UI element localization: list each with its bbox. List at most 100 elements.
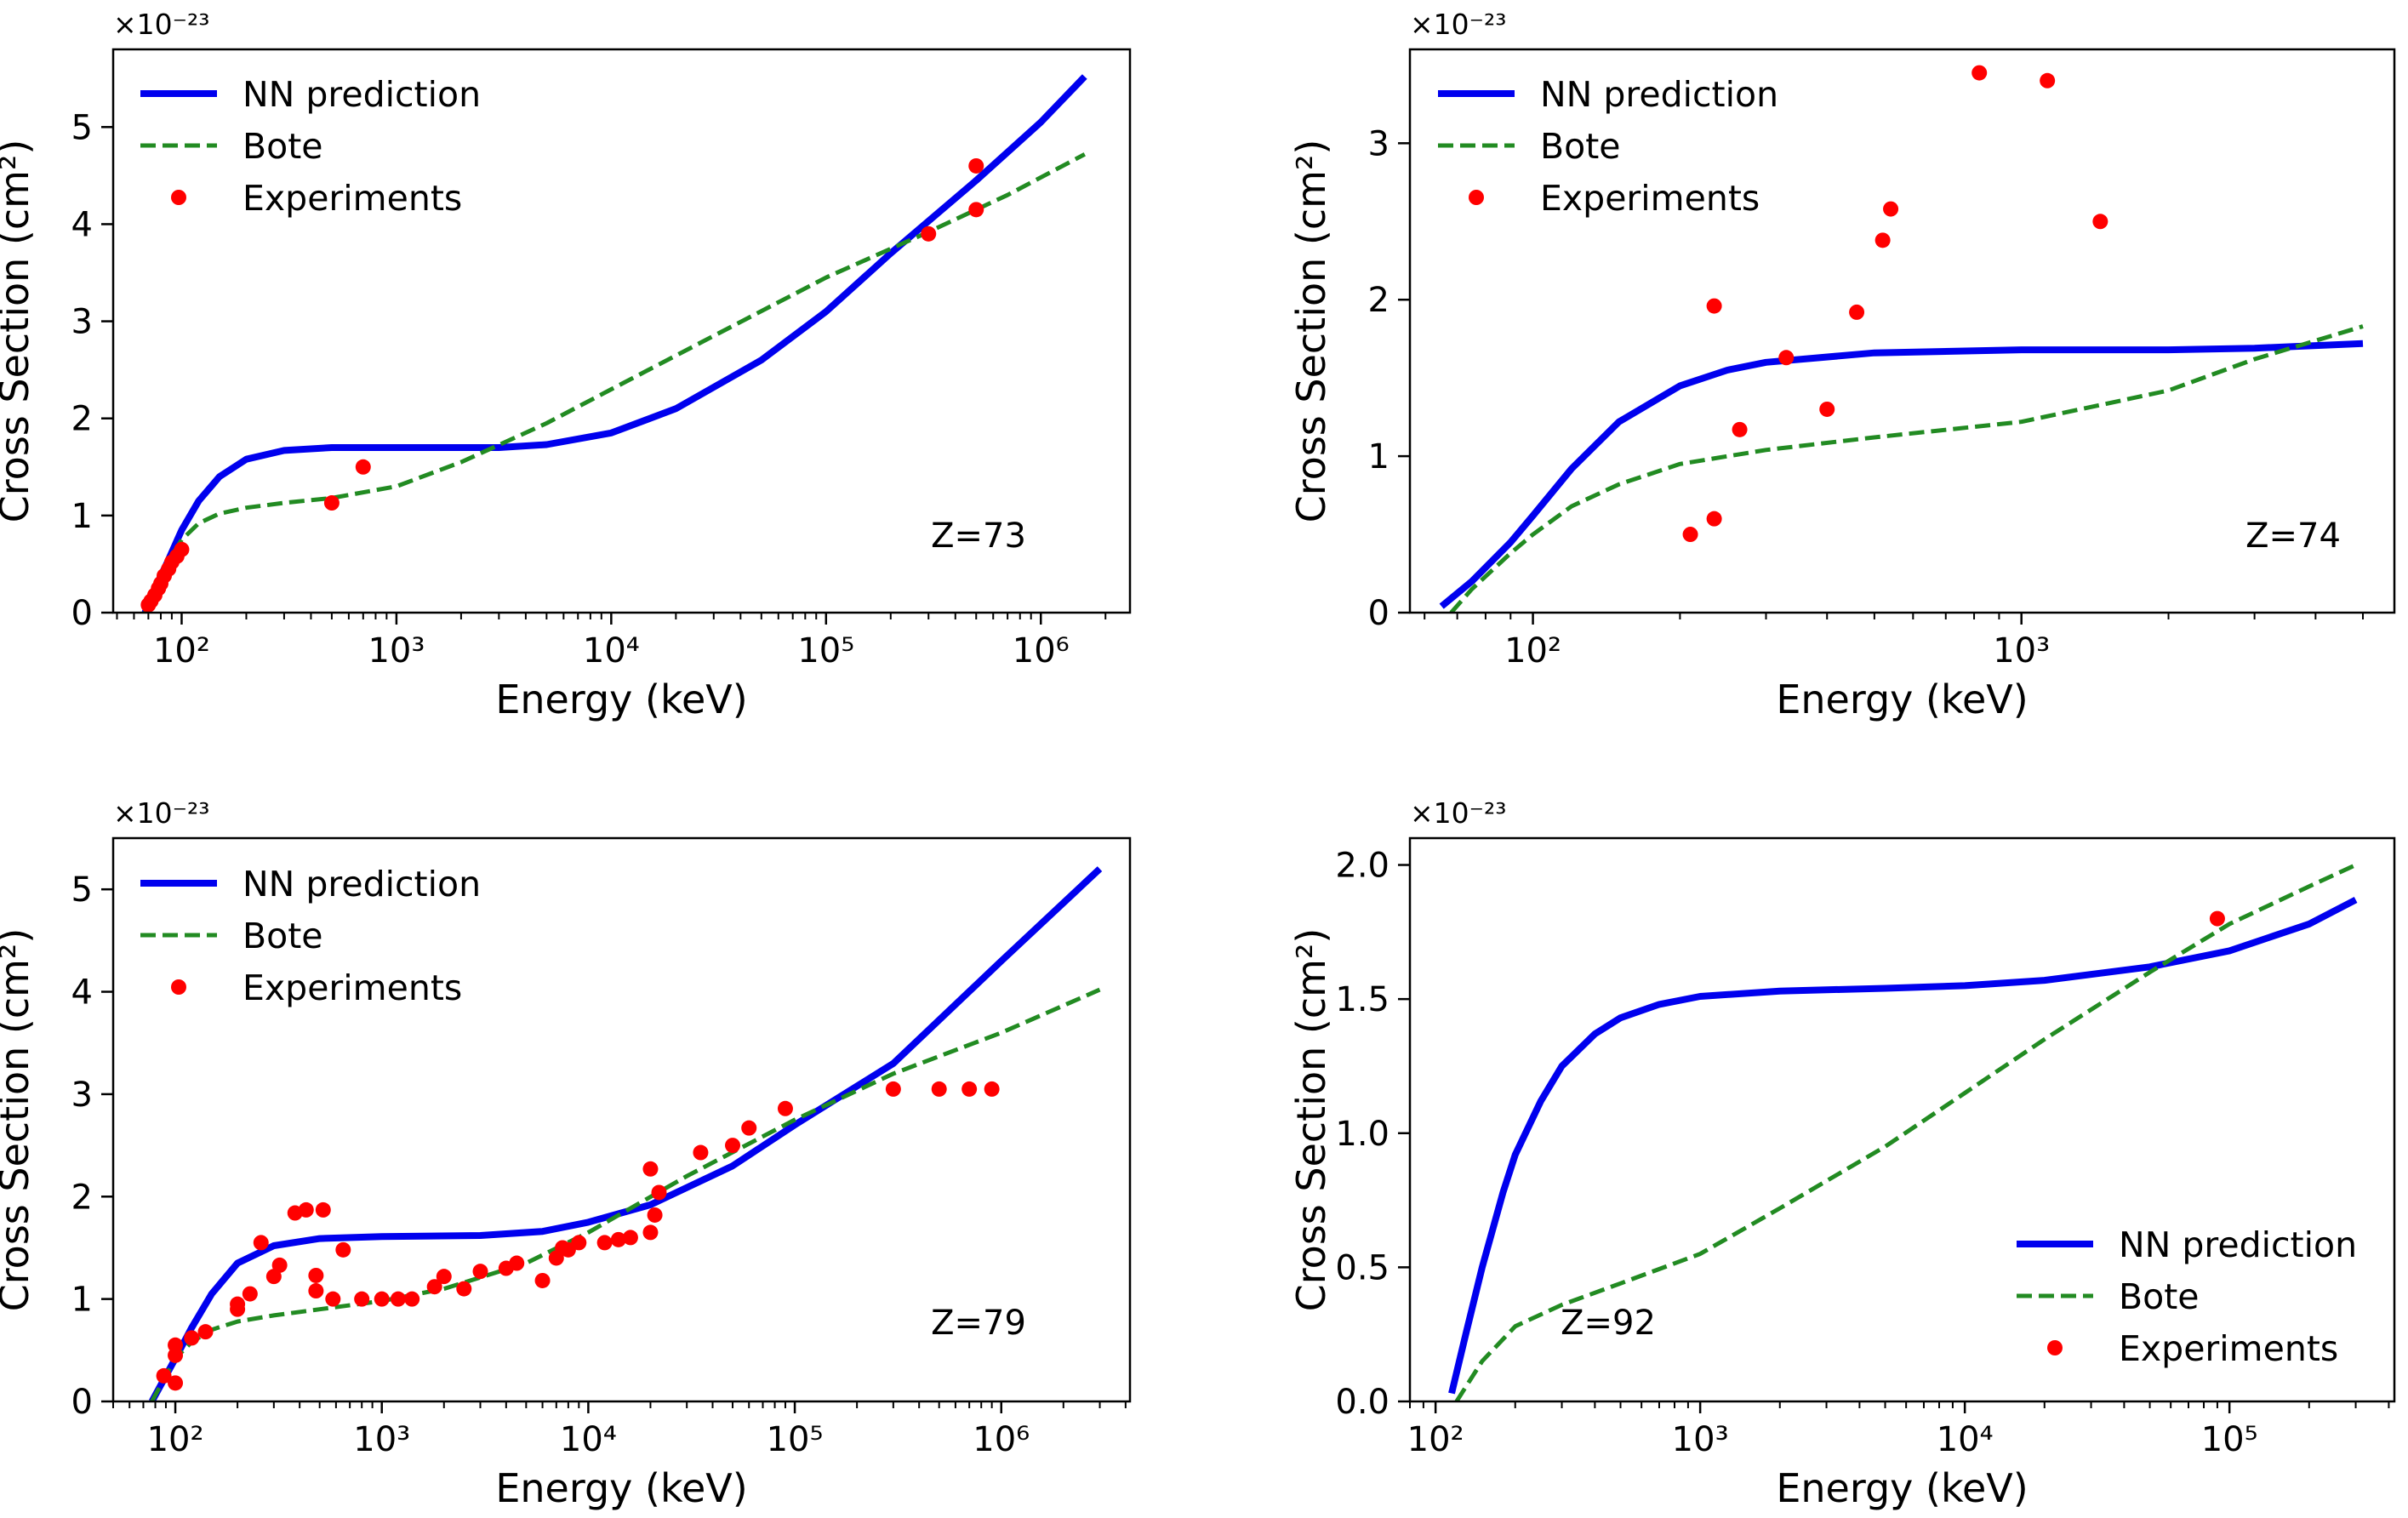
x-tick-label: 10⁴ xyxy=(583,631,640,671)
experiment-point xyxy=(265,1269,282,1285)
experiment-point xyxy=(374,1291,390,1307)
experiment-point xyxy=(968,157,984,174)
axes-frame xyxy=(1408,836,2396,1403)
experiment-point xyxy=(230,1296,246,1312)
experiment-point xyxy=(354,1291,370,1307)
legend-label: NN prediction xyxy=(243,74,481,115)
experiment-point xyxy=(2092,214,2108,230)
experiment-point xyxy=(253,1235,269,1251)
y-tick-label: 1.0 xyxy=(1335,1115,1389,1154)
experiment-point xyxy=(1682,527,1698,543)
x-axis-label: Energy (keV) xyxy=(1776,1465,2028,1511)
legend: NN prediction Bote Experiments xyxy=(140,74,481,219)
y-tick-label: 2 xyxy=(1368,281,1389,320)
experiment-point xyxy=(509,1255,525,1271)
experiment-point xyxy=(197,1324,214,1340)
chart-z73: 10² 10³ 10⁴ 10⁵ 10⁶ 0 1 2 3 4 5 ×10⁻²³ Energy (keV) C… xyxy=(0,8,1132,722)
axes-frame xyxy=(1408,48,2396,614)
experiment-point xyxy=(426,1279,442,1295)
y-tick-label: 1 xyxy=(1368,437,1389,477)
experiment-point xyxy=(335,1241,351,1258)
experiment-point xyxy=(534,1272,551,1288)
experiment-point xyxy=(404,1291,420,1307)
experiment-point xyxy=(1732,421,1748,437)
legend-key-experiments xyxy=(171,979,186,995)
x-tick-label: 10³ xyxy=(368,631,425,671)
legend-label: NN prediction xyxy=(2119,1224,2357,1265)
axes-frame xyxy=(111,836,1132,1403)
experiment-point xyxy=(1849,304,1865,320)
experiment-point xyxy=(651,1184,667,1201)
y-tick-label: 4 xyxy=(71,205,93,244)
experiment-point xyxy=(174,541,190,557)
experiment-point xyxy=(323,495,340,511)
y-tick-label: 2 xyxy=(71,400,93,439)
nn-prediction-line xyxy=(141,74,1087,613)
experiment-point xyxy=(693,1144,709,1161)
experiment-point xyxy=(642,1161,659,1177)
x-axis-label: Energy (keV) xyxy=(1776,676,2028,722)
legend-label: Bote xyxy=(1540,126,1621,167)
experiment-point xyxy=(2209,910,2225,927)
legend: NN prediction Bote Experiments xyxy=(2017,1224,2357,1369)
legend-label: Experiments xyxy=(243,967,462,1008)
experiment-point xyxy=(168,1337,184,1353)
experiment-point xyxy=(325,1291,341,1307)
y-tick-label: 2.0 xyxy=(1335,847,1389,886)
experiment-point xyxy=(184,1330,200,1346)
x-tick-label: 10³ xyxy=(353,1420,410,1459)
x-tick-label: 10⁵ xyxy=(767,1420,824,1459)
legend-label: Experiments xyxy=(243,178,462,219)
experiment-point xyxy=(308,1267,324,1283)
y-axis-label: Cross Section (cm²) xyxy=(1288,928,1334,1312)
plot-area xyxy=(140,74,1087,613)
chart-z74: 10² 10³ 0 1 2 3 ×10⁻²³ Energy (keV) Cross Sectio… xyxy=(1288,8,2396,722)
experiment-point xyxy=(622,1230,638,1246)
bote-line xyxy=(1454,863,2357,1401)
experiment-point xyxy=(472,1264,488,1280)
experiment-point xyxy=(2040,72,2056,88)
experiment-point xyxy=(968,202,984,218)
legend-label: Bote xyxy=(243,126,323,167)
experiment-point xyxy=(1706,511,1722,527)
element-annotation: Z=73 xyxy=(931,516,1026,556)
y-offset-text: ×10⁻²³ xyxy=(113,8,210,41)
y-tick-label: 5 xyxy=(71,870,93,910)
y-tick-label: 0 xyxy=(71,1383,93,1422)
experiment-point xyxy=(242,1286,258,1302)
legend-label: Bote xyxy=(2119,1276,2200,1317)
x-axis-label: Energy (keV) xyxy=(495,676,747,722)
nn-prediction-line xyxy=(1448,896,2358,1395)
y-axis-label: Cross Section (cm²) xyxy=(0,928,37,1312)
experiment-point xyxy=(647,1207,663,1223)
experiment-point xyxy=(741,1120,757,1136)
experiment-point xyxy=(1706,298,1722,314)
element-annotation: Z=92 xyxy=(1561,1304,1656,1343)
y-tick-label: 2 xyxy=(71,1178,93,1217)
experiment-point xyxy=(596,1235,613,1251)
x-axis-label: Energy (keV) xyxy=(495,1465,747,1511)
experiment-point xyxy=(355,459,371,475)
y-tick-label: 0.5 xyxy=(1335,1248,1389,1287)
y-tick-label: 3 xyxy=(1368,124,1389,163)
y-tick-label: 1.5 xyxy=(1335,980,1389,1019)
legend-label: NN prediction xyxy=(1540,74,1778,115)
plot-area xyxy=(1448,863,2358,1401)
y-axis-label: Cross Section (cm²) xyxy=(1288,140,1334,523)
y-tick-label: 4 xyxy=(71,973,93,1013)
experiment-point xyxy=(777,1100,793,1116)
experiment-point xyxy=(1971,65,1988,81)
experiment-point xyxy=(984,1081,1000,1097)
x-tick-label: 10³ xyxy=(1672,1420,1729,1459)
y-axis-label: Cross Section (cm²) xyxy=(0,140,37,523)
legend-label: Experiments xyxy=(1540,178,1760,219)
experiment-point xyxy=(308,1283,324,1299)
experiment-point xyxy=(390,1291,406,1307)
x-tick-label: 10⁴ xyxy=(1937,1420,1994,1459)
experiment-point xyxy=(571,1235,587,1251)
experiment-point xyxy=(961,1081,978,1097)
element-annotation: Z=79 xyxy=(931,1304,1026,1343)
y-tick-label: 3 xyxy=(71,1076,93,1115)
legend-key-experiments xyxy=(1469,190,1484,205)
